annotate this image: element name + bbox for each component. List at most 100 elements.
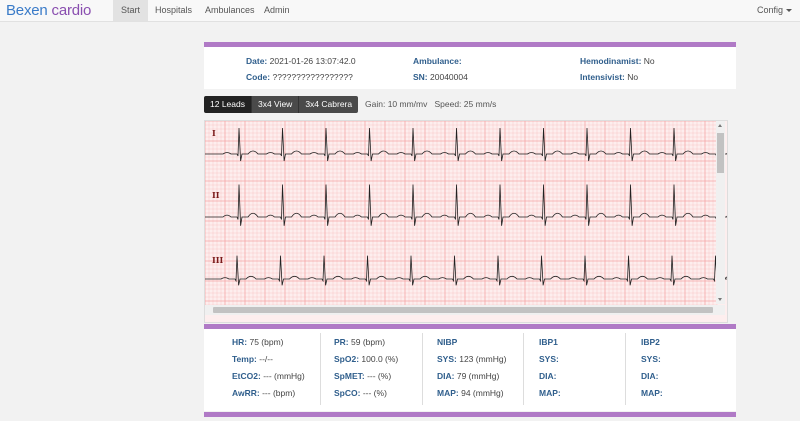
vital-label: IBP2 — [641, 337, 660, 347]
vital-label: DIA: — [539, 371, 557, 381]
vital-label: PR: — [334, 337, 349, 347]
info-accent-bar — [204, 42, 736, 47]
vital-label: DIA: — [437, 371, 455, 381]
config-dropdown[interactable]: Config — [757, 0, 792, 21]
ibp1-sys-field: SYS: — [539, 354, 559, 364]
view-3x4-button[interactable]: 3x4 View — [251, 96, 300, 113]
ibp1-map-field: MAP: — [539, 388, 561, 398]
vitals-divider — [523, 333, 524, 405]
caret-down-icon — [786, 9, 792, 13]
code-value: ????????????????? — [272, 72, 353, 82]
vital-label: NIBP — [437, 337, 458, 347]
config-label: Config — [756, 5, 783, 15]
vitals-accent-bar — [204, 324, 736, 329]
ibp2-sys-field: SYS: — [641, 354, 661, 364]
scroll-thumb[interactable] — [717, 133, 724, 173]
scroll-up-icon[interactable] — [718, 124, 722, 127]
vital-label: EtCO2: — [232, 371, 261, 381]
ibp2-map-field: MAP: — [641, 388, 663, 398]
nibp-dia-field: DIA: 79 (mmHg) — [437, 371, 499, 381]
speed-label: Speed: — [434, 99, 462, 109]
ibp2-heading: IBP2 — [641, 337, 660, 347]
ibp1-dia-field: DIA: — [539, 371, 556, 381]
ecg-vertical-scrollbar[interactable] — [716, 121, 725, 304]
nav-admin[interactable]: Admin — [264, 5, 290, 15]
vital-value: --- (%) — [362, 388, 387, 398]
sn-label: SN: — [413, 72, 428, 82]
nav-ambulances[interactable]: Ambulances — [205, 5, 255, 15]
info-panel — [204, 47, 736, 89]
vital-value: 100.0 (%) — [361, 354, 399, 364]
ecg-viewer[interactable] — [204, 120, 728, 323]
code-label: Code: — [246, 72, 271, 82]
lead-ii-trace — [205, 184, 727, 226]
bottom-accent-bar — [204, 412, 736, 417]
vital-value: 94 (mmHg) — [461, 388, 504, 398]
code-field: Code: ????????????????? — [246, 72, 353, 82]
date-field: Date: 2021-01-26 13:07:42.0 — [246, 56, 356, 66]
vital-label: SYS: — [437, 354, 457, 364]
vital-value: 79 (mmHg) — [456, 371, 500, 381]
view-button-group: 12 Leads 3x4 View 3x4 Cabrera — [204, 96, 359, 113]
vital-label: Temp: — [232, 354, 257, 364]
hemodinamist-field: Hemodinamist: No — [580, 56, 655, 66]
nibp-map-field: MAP: 94 (mmHg) — [437, 388, 504, 398]
gain-label: Gain: — [365, 99, 386, 109]
vital-value: 75 (bpm) — [249, 337, 284, 347]
vital-label: HR: — [232, 337, 248, 347]
lead-i-trace — [205, 127, 727, 162]
vital-label: MAP: — [539, 388, 561, 398]
vital-label: DIA: — [641, 371, 659, 381]
temp-field: Temp: --/-- — [232, 354, 273, 364]
ibp2-dia-field: DIA: — [641, 371, 658, 381]
spo2-field: SpO2: 100.0 (%) — [334, 354, 398, 364]
vital-label: SpMET: — [334, 371, 365, 381]
lead-iii-trace — [205, 255, 727, 286]
spco-field: SpCO: --- (%) — [334, 388, 387, 398]
intensivist-label: Intensivist: — [580, 72, 625, 82]
vitals-divider — [422, 333, 423, 405]
view-12-leads-button[interactable]: 12 Leads — [204, 96, 252, 113]
horizontal-scroll-thumb[interactable] — [213, 307, 713, 313]
pr-field: PR: 59 (bpm) — [334, 337, 385, 347]
date-value: 2021-01-26 13:07:42.0 — [269, 56, 356, 66]
nibp-heading: NIBP — [437, 337, 457, 347]
scroll-down-icon[interactable] — [718, 298, 722, 301]
vital-label: AwRR: — [232, 388, 260, 398]
ecg-grid-traces — [205, 121, 727, 306]
vital-label: MAP: — [641, 388, 663, 398]
lead-label-iii: III — [212, 255, 224, 265]
vital-label: SpCO: — [334, 388, 361, 398]
vital-value: --- (%) — [367, 371, 392, 381]
hr-field: HR: 75 (bpm) — [232, 337, 284, 347]
spmet-field: SpMET: --- (%) — [334, 371, 391, 381]
ibp1-heading: IBP1 — [539, 337, 558, 347]
brand-part-1: Bexen — [6, 2, 48, 19]
vitals-divider — [625, 333, 626, 405]
date-label: Date: — [246, 56, 268, 66]
sn-field: SN: 20040004 — [413, 72, 468, 82]
vital-value: --- (mmHg) — [263, 371, 305, 381]
brand-part-2: cardio — [47, 2, 92, 19]
hemodinamist-label: Hemodinamist: — [580, 56, 642, 66]
ecg-horizontal-scrollbar[interactable] — [205, 305, 725, 315]
vital-label: SYS: — [539, 354, 559, 364]
vitals-divider — [320, 333, 321, 405]
vital-value: 59 (bpm) — [351, 337, 386, 347]
sn-value: 20040004 — [430, 72, 468, 82]
nav-start[interactable]: Start — [113, 0, 149, 21]
intensivist-value: No — [627, 72, 639, 82]
vital-value: 123 (mmHg) — [459, 354, 507, 364]
vital-value: --- (bpm) — [262, 388, 296, 398]
vital-label: IBP1 — [539, 337, 558, 347]
nav-hospitals[interactable]: Hospitals — [155, 5, 193, 15]
view-3x4-cabrera-button[interactable]: 3x4 Cabrera — [299, 96, 359, 113]
vitals-panel — [204, 329, 736, 411]
lead-label-i: I — [212, 128, 216, 138]
hemodinamist-value: No — [643, 56, 655, 66]
nibp-sys-field: SYS: 123 (mmHg) — [437, 354, 506, 364]
brand-logo[interactable]: Bexen cardio — [6, 2, 91, 19]
intensivist-field: Intensivist: No — [580, 72, 638, 82]
vital-value: --/-- — [259, 354, 273, 364]
vital-label: SpO2: — [334, 354, 360, 364]
